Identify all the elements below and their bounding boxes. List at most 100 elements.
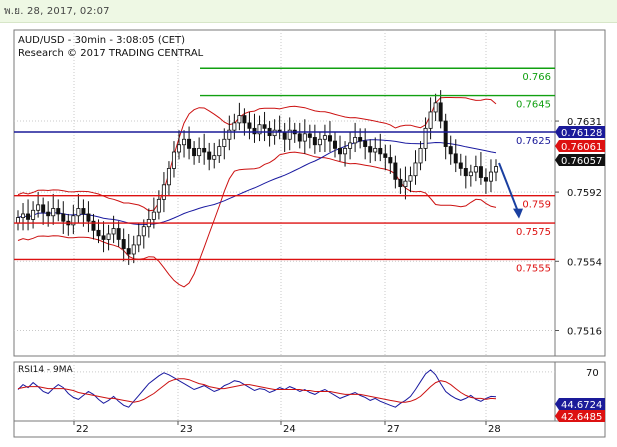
price-tag-bg bbox=[555, 154, 605, 166]
candle-body bbox=[302, 133, 307, 142]
candle-body bbox=[212, 155, 217, 160]
candle-body bbox=[111, 228, 116, 235]
candle-body bbox=[247, 122, 252, 129]
candle-body bbox=[232, 122, 237, 131]
level-label: 0.7555 bbox=[516, 263, 551, 274]
level-label: 0.7645 bbox=[516, 100, 551, 111]
candle-body bbox=[398, 178, 403, 188]
bollinger-lower bbox=[17, 151, 497, 288]
candle-body bbox=[353, 137, 358, 144]
y-tick-label: 0.7516 bbox=[567, 327, 602, 338]
candle-body bbox=[61, 213, 66, 222]
candle-body bbox=[262, 124, 267, 129]
credit-line: Research © 2017 TRADING CENTRAL bbox=[18, 48, 204, 59]
candle-body bbox=[282, 131, 287, 140]
candle-body bbox=[327, 135, 332, 142]
candle-body bbox=[343, 147, 348, 155]
bollinger-upper bbox=[17, 97, 497, 212]
bollinger-bands bbox=[17, 97, 497, 288]
candle-body bbox=[478, 166, 483, 178]
level-label: 0.7625 bbox=[516, 136, 551, 147]
price-tag-bg bbox=[555, 140, 605, 152]
candle-body bbox=[71, 215, 76, 226]
candle-body bbox=[207, 151, 212, 160]
candle-body bbox=[322, 135, 327, 140]
candle-body bbox=[483, 177, 488, 182]
candle-body bbox=[332, 140, 337, 149]
candle-body bbox=[46, 211, 51, 217]
candle-body bbox=[458, 162, 463, 169]
price-tag-bg bbox=[555, 126, 605, 138]
rsi-title: RSI14 - 9MA bbox=[18, 365, 74, 375]
y-tick-label: 0.7592 bbox=[567, 188, 602, 199]
candle-body bbox=[363, 140, 368, 147]
candle-body bbox=[428, 111, 433, 129]
candle-body bbox=[227, 129, 232, 140]
candle-body bbox=[21, 213, 26, 218]
candle-body bbox=[126, 248, 131, 255]
candle-body bbox=[202, 147, 207, 153]
candle-body bbox=[182, 138, 187, 146]
candle-body bbox=[171, 151, 176, 169]
candle-body bbox=[488, 171, 493, 182]
rsi-ma-line bbox=[17, 378, 497, 403]
candle-body bbox=[312, 137, 317, 146]
price-axis bbox=[554, 29, 606, 357]
candle-body bbox=[197, 147, 202, 157]
candle-body bbox=[156, 198, 161, 213]
candle-body bbox=[373, 147, 378, 153]
moving-average bbox=[17, 139, 497, 226]
candle-body bbox=[418, 147, 423, 164]
key-levels: 0.766 0.7645 0.7625 0.759 0.7575 0.7555 bbox=[14, 67, 555, 274]
candle-body bbox=[393, 162, 398, 180]
candle-body bbox=[15, 217, 20, 224]
y-tick-label: 0.7554 bbox=[567, 257, 602, 268]
rsi-line bbox=[17, 369, 497, 408]
candle-body bbox=[433, 102, 438, 113]
candle-body bbox=[438, 102, 443, 122]
candle-body bbox=[317, 138, 322, 146]
candle-body bbox=[192, 147, 197, 157]
candle-body bbox=[413, 162, 418, 177]
candle-body bbox=[473, 166, 478, 173]
candle-body bbox=[287, 129, 292, 140]
grid-layer: 22 23 24 27 28 0.7631 0.7592 0.7554 0.7516 70 bbox=[14, 30, 602, 435]
candle-body bbox=[116, 228, 121, 240]
level-label: 0.7575 bbox=[516, 227, 551, 238]
time-axis bbox=[13, 420, 606, 438]
level-label: 0.759 bbox=[522, 200, 551, 211]
price-tag-label: 0.76057 bbox=[561, 156, 602, 167]
candle-body bbox=[31, 209, 36, 220]
rsi-tag-label: 44.6724 bbox=[561, 400, 602, 411]
candle-body bbox=[56, 208, 61, 215]
forecast-arrow-shaft bbox=[498, 162, 519, 212]
candle-body bbox=[151, 211, 156, 220]
candle-body bbox=[106, 233, 111, 240]
candle-body bbox=[378, 147, 383, 155]
candle-body bbox=[453, 153, 458, 164]
rsi-tag-label: 42.6485 bbox=[561, 412, 602, 423]
candle-body bbox=[423, 127, 428, 149]
y-tick-label: 0.7631 bbox=[567, 117, 602, 128]
rsi-panel bbox=[13, 361, 556, 422]
candle-body bbox=[307, 133, 312, 138]
level-label: 0.766 bbox=[522, 72, 551, 83]
rsi-lines bbox=[17, 369, 497, 408]
symbol-line: AUD/USD - 30min - 3:08:05 (CET) bbox=[18, 35, 185, 46]
candle-body bbox=[36, 204, 41, 211]
x-tick-label: 24 bbox=[283, 424, 296, 435]
x-tick-label: 28 bbox=[488, 424, 501, 435]
candle-body bbox=[86, 213, 91, 222]
candle-body bbox=[131, 244, 136, 255]
candle-body bbox=[408, 175, 413, 182]
candle-body bbox=[51, 208, 56, 217]
candle-body bbox=[177, 144, 182, 153]
candle-body bbox=[257, 124, 262, 135]
candle-body bbox=[463, 168, 468, 177]
candle-body bbox=[242, 115, 247, 124]
candle-body bbox=[141, 226, 146, 237]
candle-body bbox=[26, 213, 31, 220]
x-tick-label: 23 bbox=[180, 424, 193, 435]
candle-body bbox=[368, 146, 373, 153]
